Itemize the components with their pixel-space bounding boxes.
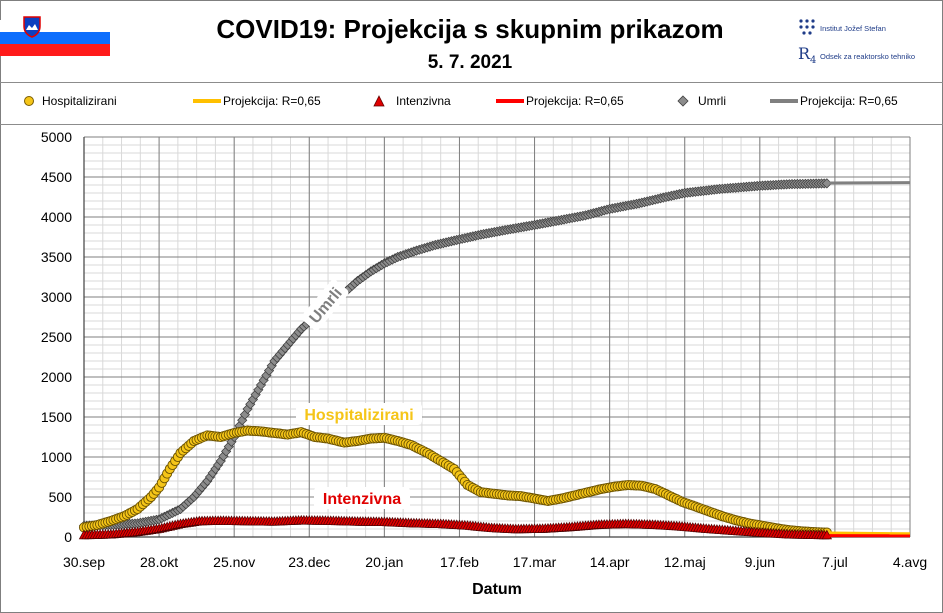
x-tick-label: 17.feb <box>440 554 479 570</box>
x-tick-label: 4.avg <box>893 554 927 570</box>
y-tick-label: 3000 <box>41 289 72 305</box>
y-tick-label: 2500 <box>41 329 72 345</box>
y-tick-label: 2000 <box>41 369 72 385</box>
legend-label: Projekcija: R=0,65 <box>800 94 898 108</box>
legend-label: Hospitalizirani <box>42 94 117 108</box>
x-tick-label: 20.jan <box>365 554 403 570</box>
series-intenzivna <box>78 514 833 540</box>
coat-of-arms-icon <box>23 16 41 38</box>
x-tick-label: 12.maj <box>664 554 706 570</box>
legend-circle-icon <box>24 96 34 106</box>
legend-diamond-icon <box>677 95 689 107</box>
chart-title: COVID19: Projekcija s skupnim prikazom <box>216 14 724 44</box>
y-tick-label: 5000 <box>41 129 72 145</box>
x-tick-label: 25.nov <box>213 554 255 570</box>
legend-triangle-icon <box>373 95 385 107</box>
x-tick-label: 17.mar <box>513 554 557 570</box>
x-tick-label: 9.jun <box>745 554 775 570</box>
chart-date: 5. 7. 2021 <box>427 52 513 73</box>
legend-label: Projekcija: R=0,65 <box>223 94 321 108</box>
annotation-hospitalizirani: Hospitalizirani <box>304 407 413 424</box>
x-axis-title: Datum <box>472 581 522 598</box>
y-tick-label: 1500 <box>41 409 72 425</box>
header-separator <box>0 82 943 83</box>
x-tick-label: 28.okt <box>140 554 178 570</box>
chart-legend: Hospitalizirani Projekcija: R=0,65 Inten… <box>0 86 943 116</box>
y-tick-label: 4000 <box>41 209 72 225</box>
legend-label: Projekcija: R=0,65 <box>526 94 624 108</box>
ijs-logo: Institut Jožef Stefan <box>798 18 938 38</box>
x-tick-label: 7.jul <box>822 554 848 570</box>
x-tick-label: 23.dec <box>288 554 330 570</box>
y-tick-label: 1000 <box>41 449 72 465</box>
x-tick-label: 14.apr <box>590 554 630 570</box>
legend-line-icon <box>496 99 524 103</box>
y-tick-label: 4500 <box>41 169 72 185</box>
legend-separator <box>0 124 943 125</box>
annotation-intenzivna: Intenzivna <box>323 491 401 508</box>
legend-label: Umrli <box>698 94 726 108</box>
legend-line-icon <box>193 99 221 103</box>
ijs-logo-text: Institut Jožef Stefan <box>820 24 886 33</box>
y-tick-label: 0 <box>64 529 72 545</box>
y-tick-label: 3500 <box>41 249 72 265</box>
legend-line-icon <box>770 99 798 103</box>
r4-logo-icon: R4 <box>798 44 817 67</box>
ijs-logo-icon <box>799 19 815 35</box>
point-intenzivna <box>821 529 833 540</box>
r4-logo: R4 Odsek za reaktorsko tehniko <box>798 44 938 66</box>
legend-label: Intenzivna <box>396 94 451 108</box>
y-tick-label: 500 <box>49 489 73 505</box>
x-tick-label: 30.sep <box>63 554 105 570</box>
projection-line <box>829 531 911 536</box>
r4-logo-text: Odsek za reaktorsko tehniko <box>820 52 916 61</box>
series-projection <box>829 531 911 536</box>
